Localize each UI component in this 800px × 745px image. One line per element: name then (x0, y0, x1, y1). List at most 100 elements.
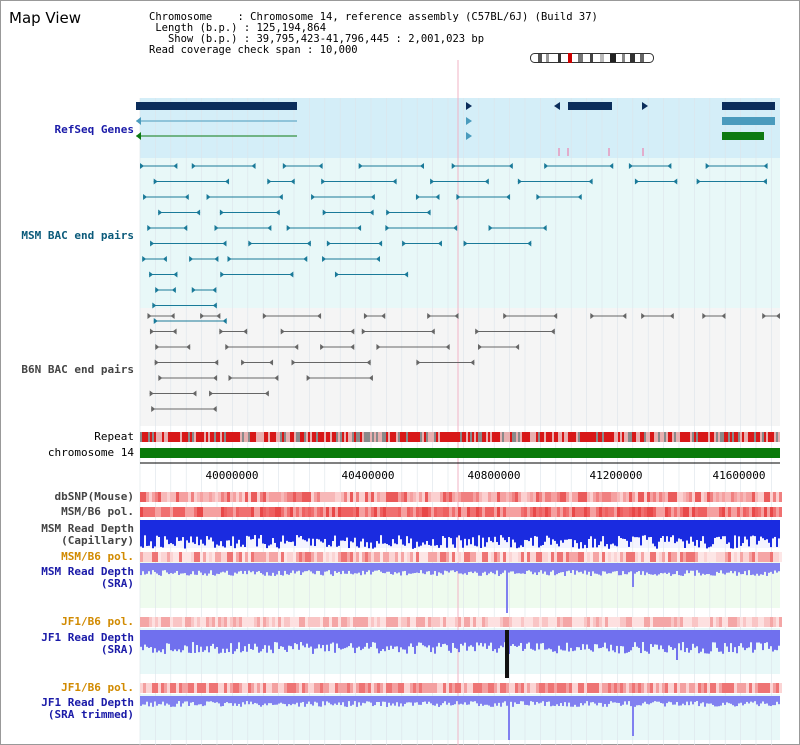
depth-bar (276, 520, 278, 548)
track-label-msm-read-depth-cap[interactable]: MSM Read Depth (Capillary) (41, 523, 134, 547)
depth-bar (538, 630, 540, 650)
jf1-pol2-cell (494, 683, 497, 693)
repeat-track[interactable] (140, 432, 780, 442)
depth-bar (652, 696, 654, 703)
msm-bac-end (303, 256, 308, 262)
depth-bar (658, 520, 660, 542)
depth-bar (374, 630, 376, 643)
track-label-chromosome[interactable]: chromosome 14 (47, 446, 134, 459)
dbsnp-cell (704, 492, 707, 502)
track-label-msm-b6-pol-2[interactable]: MSM/B6 pol. (61, 550, 134, 563)
depth-bar (656, 563, 658, 576)
msm-pol-cell (641, 507, 644, 517)
depth-bar (640, 630, 642, 654)
msm-bac-end (453, 225, 458, 231)
repeat-segment (480, 432, 482, 442)
depth-bar (600, 696, 602, 703)
chromosome-ideogram[interactable] (530, 53, 654, 63)
track-label-jf1-b6-pol-2[interactable]: JF1/B6 pol. (61, 681, 134, 694)
msm-pol-cell (191, 507, 194, 517)
depth-bar (488, 630, 490, 646)
msm-bac-end (212, 287, 217, 293)
repeat-segment (268, 432, 270, 442)
track-label-msm-read-depth-sra[interactable]: MSM Read Depth (SRA) (41, 566, 134, 590)
msm-pol-cell (305, 507, 308, 517)
jf1-pol2-cell (581, 683, 584, 693)
jf1-pol2-cell (155, 683, 158, 693)
depth-bar (342, 563, 344, 571)
jf1-pol-cell (149, 617, 152, 627)
msm-bac-track[interactable] (140, 163, 768, 324)
refseq-genes-track[interactable] (136, 102, 775, 156)
track-label-jf1-read-depth-trim[interactable]: JF1 Read Depth (SRA trimmed) (41, 697, 134, 721)
chromosome-info: Chromosome : Chromosome 14, reference as… (149, 11, 598, 56)
polymorphism-heatmaps[interactable] (140, 492, 782, 693)
b6n-bac-track[interactable] (147, 313, 780, 412)
jf1-pol-cell (680, 617, 683, 627)
jf1-pol-cell (368, 617, 371, 627)
repeat-segment (510, 432, 512, 442)
jf1-pol2-cell (458, 683, 461, 693)
depth-bar (716, 696, 718, 707)
depth-bar (540, 520, 542, 546)
dbsnp-cell (656, 492, 659, 502)
depth-bar (376, 520, 378, 542)
depth-bar (522, 630, 524, 651)
depth-bar (742, 630, 744, 648)
depth-bar (166, 630, 168, 644)
track-label-jf1-b6-pol-1[interactable]: JF1/B6 pol. (61, 615, 134, 628)
depth-bar (676, 696, 678, 703)
track-label-repeat[interactable]: Repeat (94, 430, 134, 443)
chromosome-bar[interactable] (140, 448, 780, 458)
repeat-segment (328, 432, 330, 442)
depth-bar (654, 696, 656, 702)
track-label-msm-b6-pol-1[interactable]: MSM/B6 pol. (61, 505, 134, 518)
msm-pol2-cell (566, 552, 569, 562)
msm-pol2-cell (239, 552, 242, 562)
depth-bar (606, 630, 608, 649)
depth-bar (268, 563, 270, 576)
depth-bar (676, 563, 678, 572)
depth-bar (548, 520, 550, 538)
dbsnp-cell (242, 492, 245, 502)
track-label-b6n-bac[interactable]: B6N BAC end pairs (21, 363, 134, 376)
depth-bar (400, 563, 402, 576)
msm-bac-end (227, 256, 232, 262)
depth-bar (744, 520, 746, 537)
repeat-segment (658, 432, 660, 442)
track-label-jf1-read-depth-sra[interactable]: JF1 Read Depth (SRA) (41, 632, 134, 656)
depth-bar (466, 563, 468, 575)
track-label-msm-bac[interactable]: MSM BAC end pairs (21, 229, 134, 242)
repeat-segment (778, 432, 780, 442)
jf1-pol-cell (374, 617, 377, 627)
repeat-segment (626, 432, 628, 442)
msm-pol-cell (710, 507, 713, 517)
dbsnp-cell (419, 492, 422, 502)
repeat-segment (472, 432, 474, 442)
depth-bar (662, 520, 664, 537)
msm-pol-cell (251, 507, 254, 517)
depth-bar (512, 563, 514, 572)
repeat-segment (616, 432, 618, 442)
jf1-pol2-cell (518, 683, 521, 693)
depth-bar (208, 630, 210, 653)
track-label-dbsnp[interactable]: dbSNP(Mouse) (54, 490, 134, 503)
repeat-segment (460, 432, 462, 442)
msm-pol-cell (578, 507, 581, 517)
jf1-pol-cell (263, 617, 266, 627)
repeat-segment (204, 432, 206, 442)
track-label-refseq[interactable]: RefSeq Genes (54, 123, 134, 136)
depth-bar (520, 520, 522, 546)
repeat-segment (540, 432, 542, 442)
msm-pol2-cell (332, 552, 335, 562)
depth-bar (198, 696, 200, 705)
depth-bar (280, 520, 282, 542)
read-depth-tracks[interactable] (140, 520, 780, 740)
depth-bar (242, 696, 244, 703)
msm-pol2-cell (338, 552, 341, 562)
depth-bar (212, 630, 214, 644)
depth-bar (432, 630, 434, 648)
depth-bar (252, 630, 254, 650)
depth-bar (248, 696, 250, 705)
